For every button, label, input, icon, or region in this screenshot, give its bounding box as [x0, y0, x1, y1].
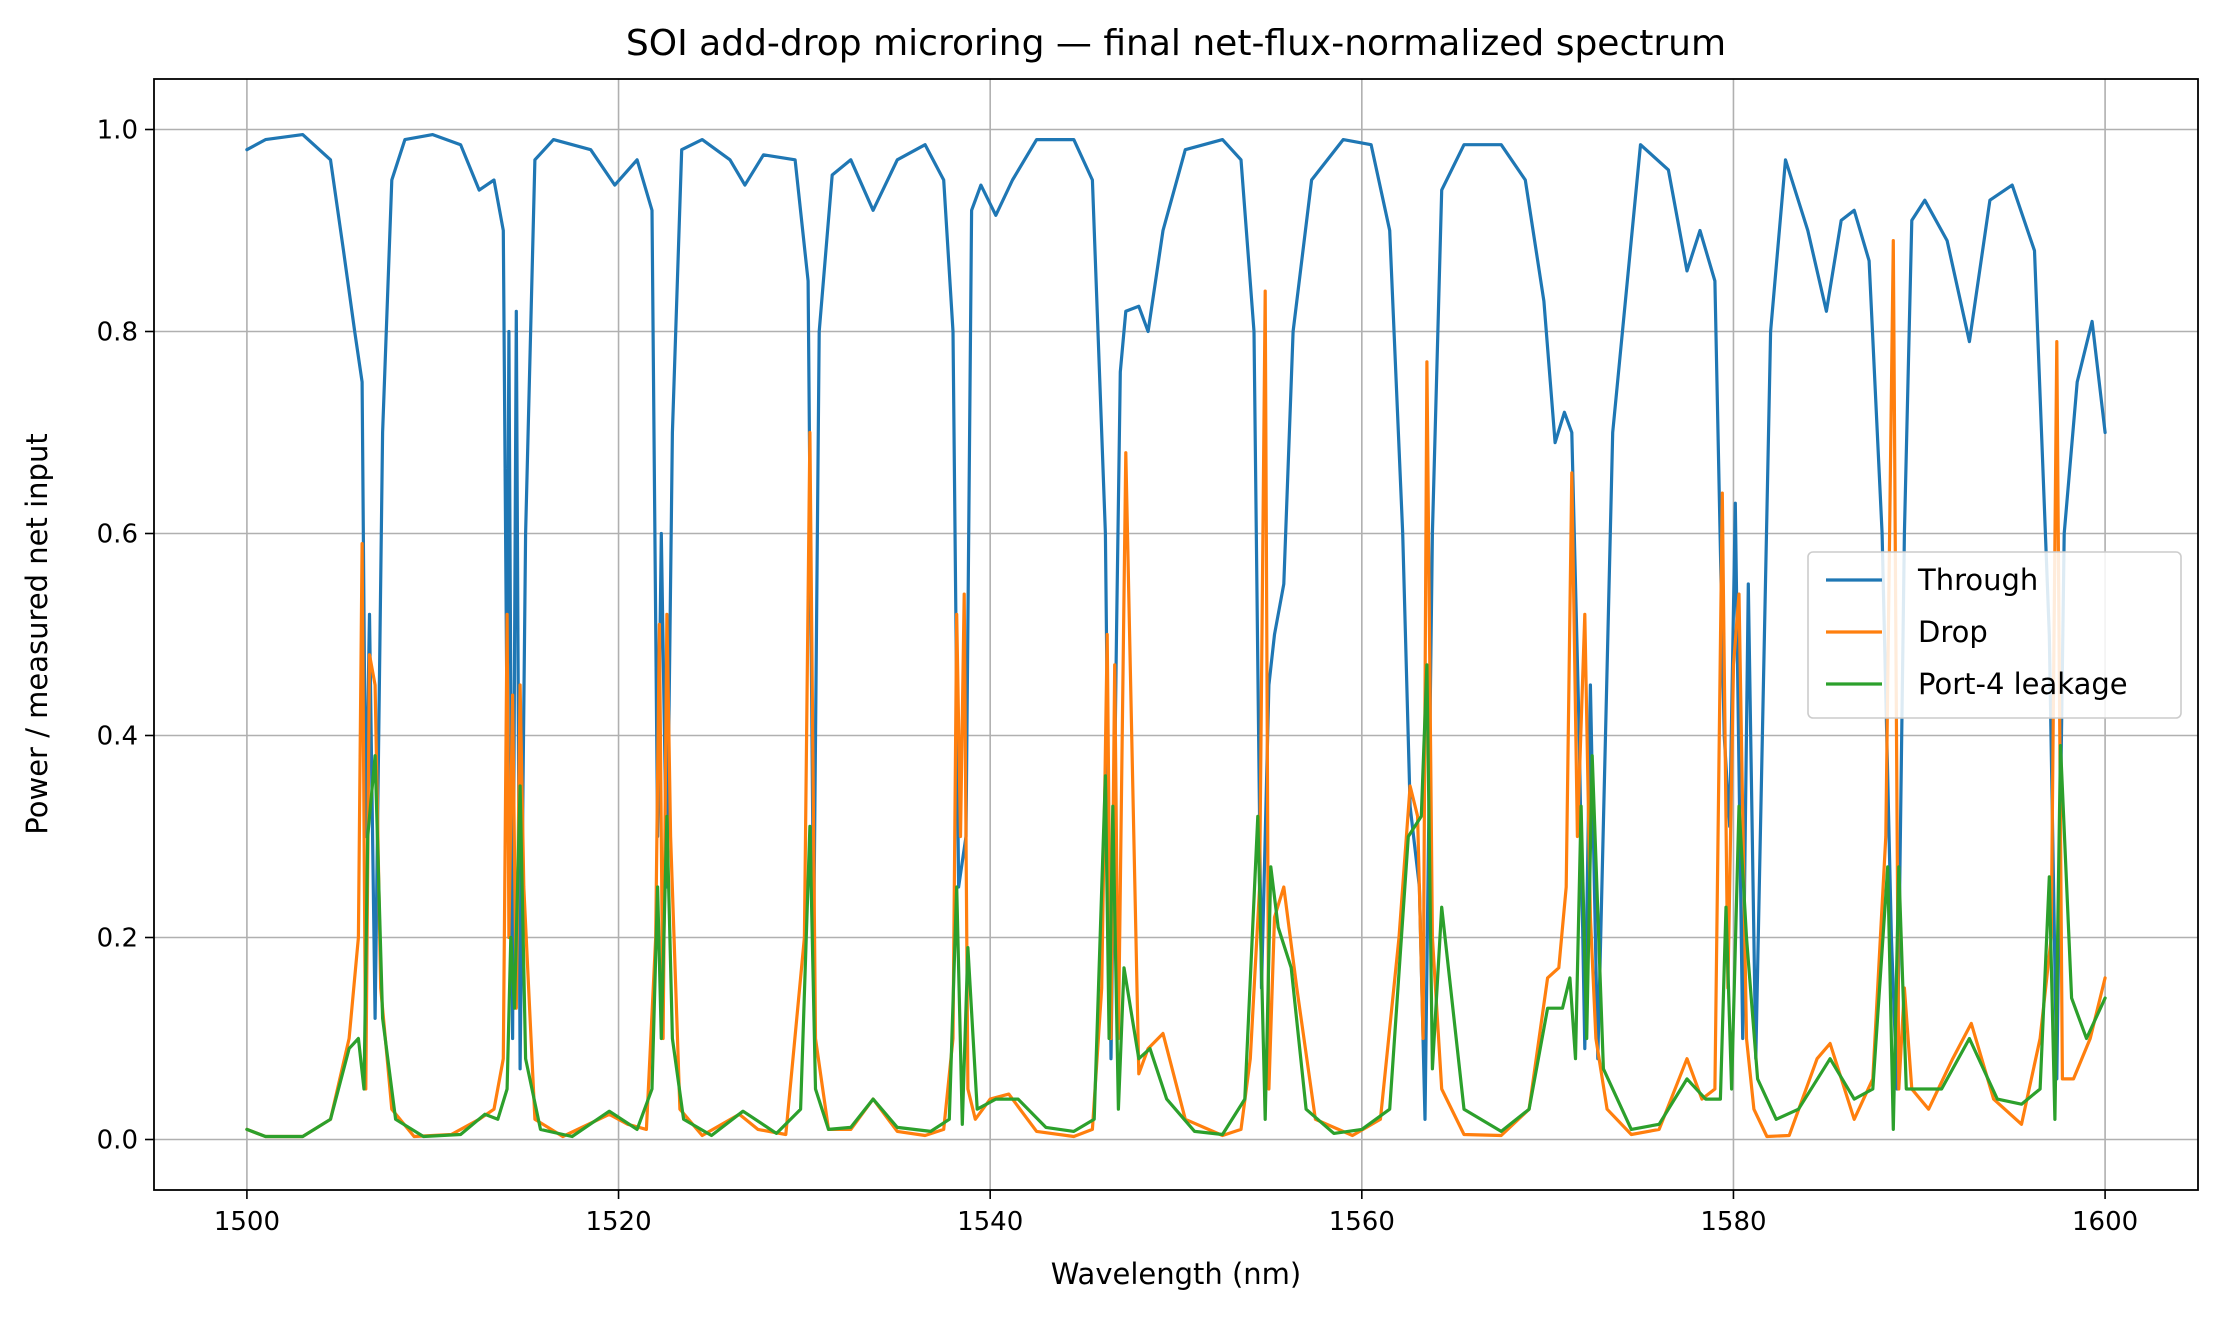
x-tick-label: 1520	[585, 1207, 651, 1237]
legend-label-port-4-leakage: Port-4 leakage	[1918, 667, 2128, 701]
x-tick-label: 1580	[1700, 1207, 1766, 1237]
x-axis-label: Wavelength (nm)	[1051, 1257, 1302, 1291]
x-tick-label: 1560	[1329, 1207, 1395, 1237]
series-line-port-4-leakage	[245, 663, 2107, 1139]
y-tick-label: 0.2	[97, 924, 138, 954]
plot-frame	[153, 78, 2199, 1191]
y-tick-label: 1.0	[97, 116, 138, 146]
y-axis-label: Power / measured net input	[20, 433, 54, 834]
x-tick-label: 1500	[214, 1207, 280, 1237]
x-tick-label: 1540	[957, 1207, 1023, 1237]
legend-label-drop: Drop	[1918, 615, 1988, 649]
y-tick-label: 0.6	[97, 520, 138, 550]
y-axis-ticks: 0.0 0.2 0.4 0.6 0.8 1.0	[97, 116, 154, 1156]
series-line-through	[245, 133, 2107, 1121]
y-tick-label: 0.8	[97, 318, 138, 348]
legend: Through Drop Port-4 leakage	[1807, 551, 2182, 719]
x-axis-ticks: 1500 1520 1540 1560 1580 1600	[214, 1190, 2138, 1237]
series-layer	[245, 133, 2107, 1139]
legend-box	[1807, 551, 2182, 719]
chart-title: SOI add-drop microring — final net-flux-…	[626, 23, 1726, 64]
x-tick-label: 1600	[2072, 1207, 2138, 1237]
y-tick-label: 0.4	[97, 722, 138, 752]
series-line-drop	[245, 239, 2107, 1139]
y-tick-label: 0.0	[97, 1126, 138, 1156]
grid	[154, 79, 2198, 1190]
legend-label-through: Through	[1917, 563, 2038, 597]
